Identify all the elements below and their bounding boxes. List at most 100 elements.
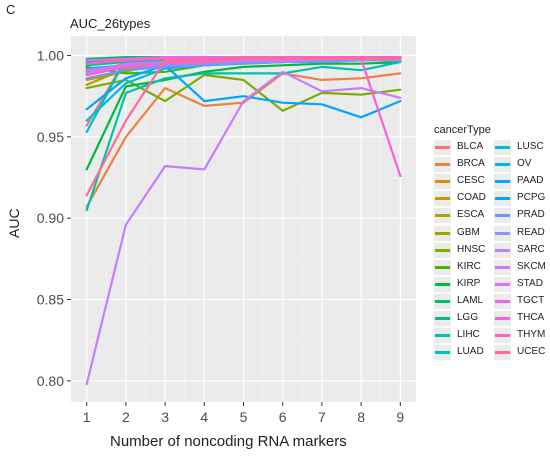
chart-title: AUC_26types xyxy=(70,16,151,31)
legend-label: KIRC xyxy=(457,260,481,272)
legend-swatch xyxy=(435,231,450,235)
legend-key xyxy=(434,293,451,309)
legend-swatch xyxy=(495,214,510,218)
x-tick-label: 7 xyxy=(318,409,326,425)
legend-label: PAAD xyxy=(517,175,544,187)
legend-key xyxy=(494,225,511,241)
legend-label: SKCM xyxy=(517,260,546,272)
legend-key xyxy=(434,174,451,190)
series-line-pcpg xyxy=(85,64,402,119)
y-tick-label: 1.00 xyxy=(37,48,64,64)
legend-key xyxy=(434,208,451,224)
legend-key xyxy=(494,208,511,224)
legend-key xyxy=(494,259,511,275)
legend-swatch xyxy=(435,265,450,269)
legend-swatch xyxy=(495,163,510,167)
legend-key xyxy=(434,276,451,292)
y-tick-label: 0.85 xyxy=(37,292,64,308)
legend-key xyxy=(494,345,511,361)
legend-label: CESC xyxy=(457,175,485,187)
legend-key xyxy=(494,242,511,258)
legend-swatch xyxy=(435,317,450,320)
legend-swatch xyxy=(495,180,510,184)
legend-label: THCA xyxy=(517,312,545,323)
legend-label: STAD xyxy=(517,277,543,289)
legend-label: TGCT xyxy=(517,294,545,306)
legend-key xyxy=(434,311,451,326)
x-tick-label: 6 xyxy=(279,409,287,425)
legend-label: BLCA xyxy=(457,141,484,152)
legend-swatch xyxy=(435,248,450,252)
legend-label: READ xyxy=(517,226,545,238)
legend-key xyxy=(434,140,451,155)
x-tick-label: 8 xyxy=(357,409,365,425)
legend-key xyxy=(494,191,511,207)
legend-key xyxy=(434,242,451,258)
series-line-lihc xyxy=(85,60,402,212)
x-axis-label: Number of noncoding RNA markers xyxy=(110,433,347,450)
legend-key xyxy=(434,157,451,173)
series-line-skcm xyxy=(85,70,402,386)
legend-key xyxy=(434,259,451,275)
legend-swatch xyxy=(435,180,450,184)
legend-label: LIHC xyxy=(457,329,480,341)
legend-swatch xyxy=(495,248,510,252)
legend-label: ESCA xyxy=(457,209,485,221)
legend-key xyxy=(494,328,511,344)
legend-key xyxy=(434,328,451,344)
series-line-thym xyxy=(85,55,402,65)
legend-key xyxy=(434,225,451,241)
x-tick-label: 5 xyxy=(240,409,248,425)
legend-swatch xyxy=(495,351,510,355)
legend-swatch xyxy=(435,351,450,355)
legend-swatch xyxy=(495,317,510,320)
legend-label: SARC xyxy=(517,243,545,255)
legend-label: PRAD xyxy=(517,209,545,221)
legend-swatch xyxy=(495,334,510,338)
legend-label: KIRP xyxy=(457,277,481,289)
legend-label: COAD xyxy=(457,192,486,204)
legend-label: LGG xyxy=(457,312,479,323)
legend-label: LUAD xyxy=(457,346,484,358)
panel-letter: C xyxy=(6,2,16,17)
legend-key xyxy=(494,276,511,292)
series-line-ucec xyxy=(85,57,402,197)
x-tick-label: 4 xyxy=(200,409,208,425)
legend-label: THYM xyxy=(517,329,546,341)
legend-label: LAML xyxy=(457,294,484,306)
x-tick-label: 1 xyxy=(83,409,91,425)
legend-swatch xyxy=(435,334,450,338)
y-tick-label: 0.80 xyxy=(37,373,64,389)
legend-key xyxy=(434,191,451,207)
legend-label: HNSC xyxy=(457,243,486,255)
legend-label: PCPG xyxy=(517,192,546,204)
series-line-kirp xyxy=(85,60,402,171)
legend-label: OV xyxy=(517,158,532,170)
legend-swatch xyxy=(435,214,450,218)
legend-label: BRCA xyxy=(457,158,485,170)
legend-swatch xyxy=(495,231,510,235)
legend-key xyxy=(494,157,511,173)
legend-swatch xyxy=(435,163,450,167)
legend-key xyxy=(494,174,511,190)
legend-swatch xyxy=(495,146,510,149)
x-tick-label: 9 xyxy=(396,409,404,425)
legend-swatch xyxy=(495,197,510,201)
y-tick-label: 0.90 xyxy=(37,210,64,226)
legend-swatch xyxy=(435,146,450,149)
legend-swatch xyxy=(435,282,450,286)
legend-key xyxy=(494,140,511,155)
legend-swatch xyxy=(435,299,450,303)
legend-swatch xyxy=(435,197,450,201)
legend-key xyxy=(434,345,451,361)
legend-swatch xyxy=(495,282,510,286)
y-tick-label: 0.95 xyxy=(37,129,64,145)
legend-key xyxy=(494,293,511,309)
legend-swatch xyxy=(495,265,510,269)
x-tick-label: 2 xyxy=(122,409,130,425)
x-tick-label: 3 xyxy=(161,409,169,425)
legend-label: LUSC xyxy=(517,141,544,152)
legend-key xyxy=(494,311,511,326)
legend-swatch xyxy=(495,299,510,303)
